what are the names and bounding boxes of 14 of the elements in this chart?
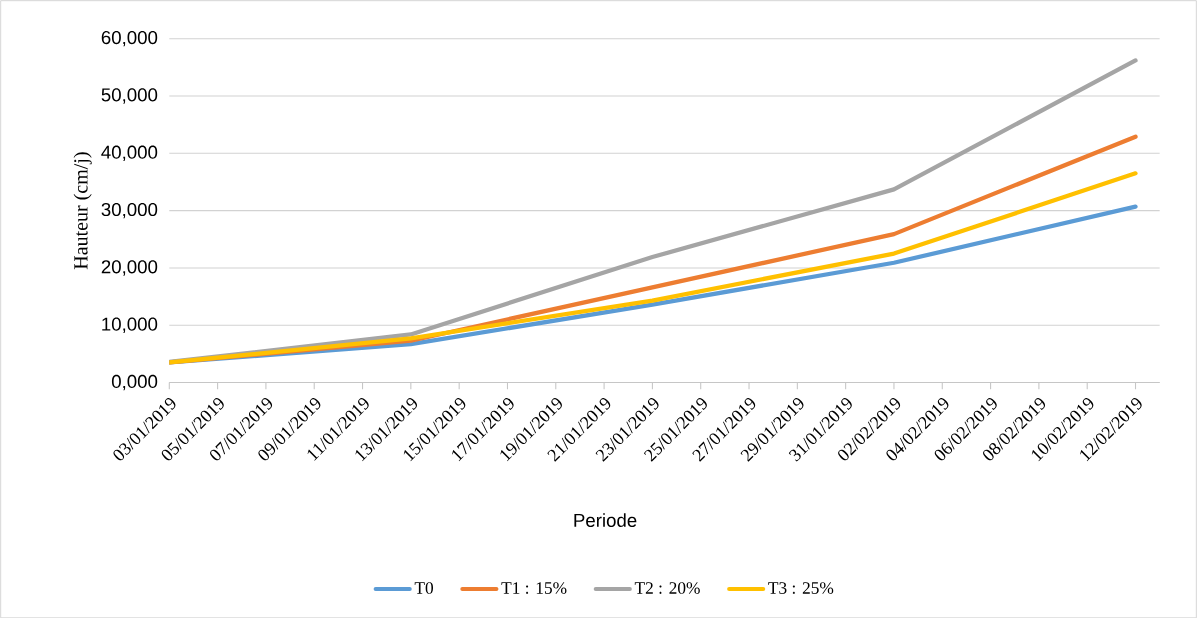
y-tick-label: 50,000 bbox=[101, 88, 158, 104]
legend-label: T1 : 15% bbox=[501, 581, 567, 594]
y-tick-label: 10,000 bbox=[102, 317, 158, 333]
y-tick-label: 60,000 bbox=[101, 30, 158, 47]
legend-label: T3 : 25% bbox=[768, 581, 834, 594]
legend-label: T0 bbox=[414, 581, 434, 594]
y-tick-label: 20,000 bbox=[101, 259, 158, 276]
x-axis-title: Periode bbox=[574, 513, 637, 527]
y-axis-title: Hauteur (cm/j) bbox=[73, 152, 92, 269]
y-tick-label: 30,000 bbox=[101, 202, 158, 219]
legend-label: T2 : 20% bbox=[634, 581, 700, 594]
y-tick-label: 0,000 bbox=[111, 374, 158, 391]
y-tick-label: 40,000 bbox=[101, 145, 158, 161]
line-series bbox=[169, 170, 1138, 365]
